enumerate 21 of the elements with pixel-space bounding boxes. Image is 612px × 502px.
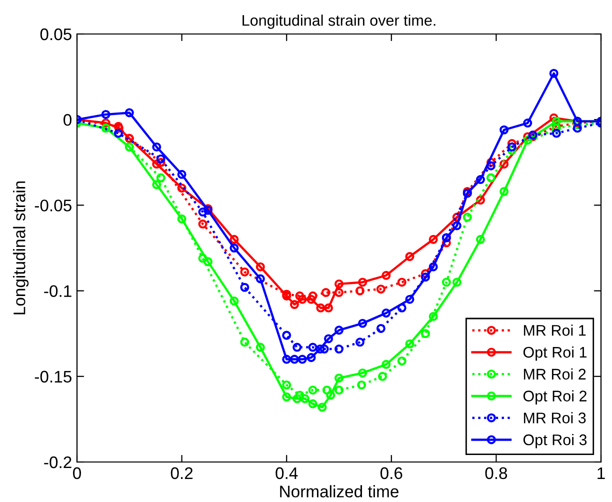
y-axis-title: Longitudinal strain: [13, 181, 29, 314]
x-tick-label: 0: [73, 467, 81, 480]
y-tick-label: -0.15: [34, 370, 72, 383]
x-tick-label: 1: [598, 467, 605, 479]
x-tick-label: 0.4: [276, 467, 298, 480]
x-axis-title: Normalized time: [280, 485, 398, 498]
y-tick-label: 0.05: [40, 28, 72, 40]
legend-label: MR Roi 1: [524, 324, 586, 336]
y-tick-label: -0.05: [34, 200, 72, 212]
chart-title: Longitudinal strain over time.: [242, 14, 436, 29]
legend-label: MR Roi 3: [524, 412, 586, 424]
x-tick-label: 0.6: [380, 467, 402, 480]
y-tick-label: 0: [64, 114, 72, 126]
y-tick-label: -0.1: [44, 285, 72, 298]
x-tick-label: 0.2: [170, 467, 193, 480]
legend-label: Opt Roi 1: [523, 346, 587, 361]
legend-label: MR Roi 2: [524, 368, 586, 380]
x-tick-label: 0.8: [485, 467, 508, 480]
legend-label: Opt Roi 3: [523, 434, 587, 448]
y-tick-label: -0.2: [44, 456, 72, 468]
legend-label: Opt Roi 2: [523, 390, 586, 404]
